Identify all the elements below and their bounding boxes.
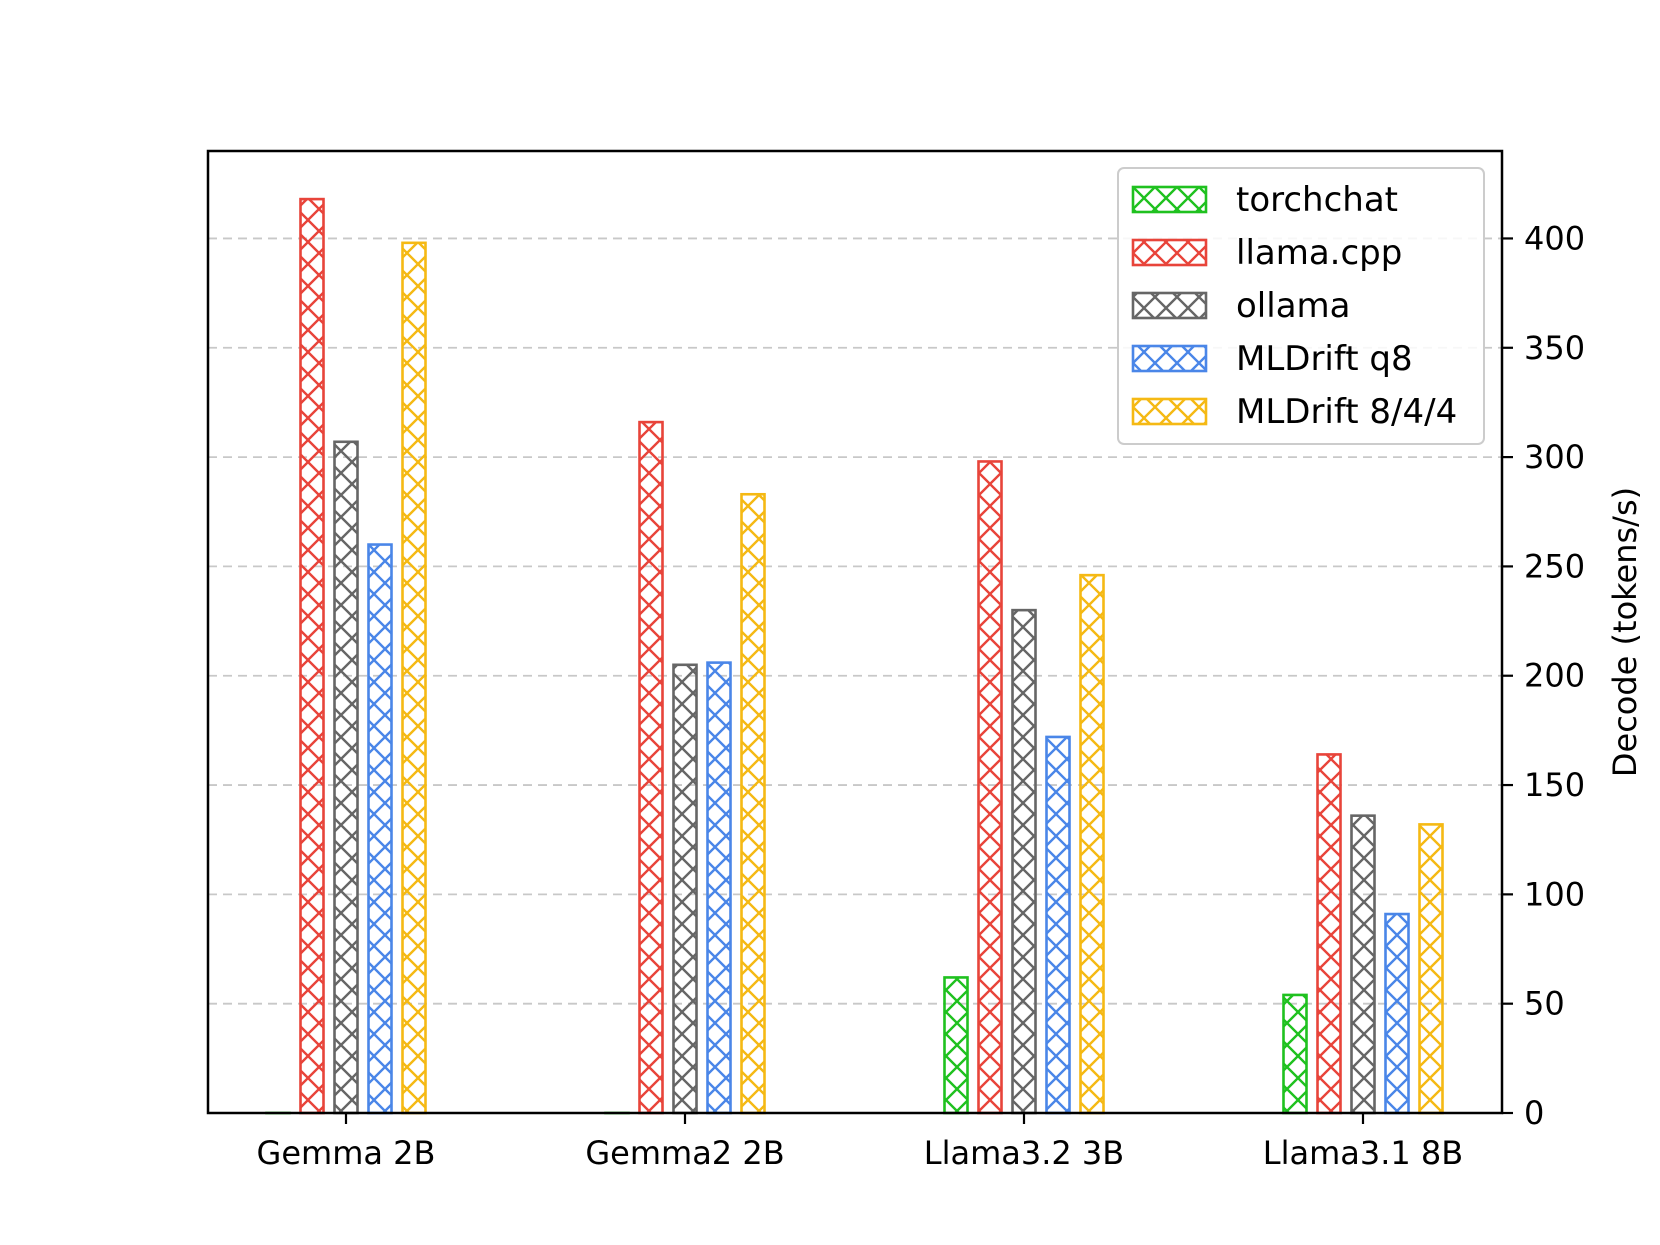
x-axis: Gemma 2B Gemma2 2B Llama3.2 3B Llama3.1 8B (257, 1113, 1463, 1172)
legend-label: MLDrift 8/4/4 (1236, 392, 1457, 432)
legend-swatch (1131, 238, 1208, 267)
bar-torchchat-3 (1282, 993, 1308, 1115)
bar-mldrift-q8-0 (367, 543, 393, 1115)
y-tick-label: 50 (1524, 985, 1565, 1023)
bar-llama-cpp-1 (638, 420, 664, 1115)
y-tick-label: 300 (1524, 438, 1585, 476)
y-tick-label: 100 (1524, 875, 1585, 913)
y-tick-label: 200 (1524, 657, 1585, 695)
bar-mldrift-8-4-4-0 (401, 241, 427, 1115)
bar-mldrift-8-4-4-3 (1418, 823, 1444, 1115)
bar-ollama-0 (333, 440, 359, 1115)
legend: torchchat llama.cpp ollama MLDrift q8 MLDrif… (1117, 167, 1485, 445)
bar-llama-cpp-2 (977, 460, 1003, 1115)
x-tick-label: Gemma 2B (257, 1134, 436, 1172)
x-tick-label: Llama3.2 3B (924, 1134, 1124, 1172)
y-tick-label: 0 (1524, 1094, 1544, 1132)
y-axis: 0 50 100 150 200 250 300 350 400 (1502, 219, 1585, 1132)
y-tick-label: 150 (1524, 766, 1585, 804)
plot-frame (206, 149, 1504, 1115)
y-tick-label: 400 (1524, 219, 1585, 257)
x-tick-label: Gemma2 2B (585, 1134, 784, 1172)
legend-swatch (1131, 397, 1208, 426)
bar-mldrift-8-4-4-1 (740, 492, 766, 1115)
bar-ollama-1 (672, 663, 698, 1115)
legend-label: llama.cpp (1236, 233, 1402, 273)
legend-label: MLDrift q8 (1236, 339, 1413, 379)
legend-label: torchchat (1236, 180, 1398, 220)
x-tick-label: Llama3.1 8B (1263, 1134, 1463, 1172)
legend-swatch (1131, 344, 1208, 373)
bar-torchchat-2 (943, 976, 969, 1115)
bar-llama-cpp-0 (299, 197, 325, 1115)
bar-llama-cpp-3 (1316, 753, 1342, 1115)
y-tick-label: 350 (1524, 329, 1585, 367)
bar-mldrift-q8-2 (1045, 735, 1071, 1115)
bar-ollama-3 (1350, 814, 1376, 1115)
legend-label: ollama (1236, 286, 1350, 326)
legend-box (1117, 167, 1485, 445)
bar-mldrift-8-4-4-2 (1079, 573, 1105, 1115)
bar-mldrift-q8-1 (706, 661, 732, 1115)
bars (265, 197, 1444, 1115)
legend-swatch (1131, 291, 1208, 320)
legend-swatch (1131, 185, 1208, 214)
y-tick-label: 250 (1524, 547, 1585, 585)
bar-mldrift-q8-3 (1384, 912, 1410, 1115)
bar-ollama-2 (1011, 608, 1037, 1115)
y-axis-title: Decode (tokens/s) (1606, 487, 1644, 777)
